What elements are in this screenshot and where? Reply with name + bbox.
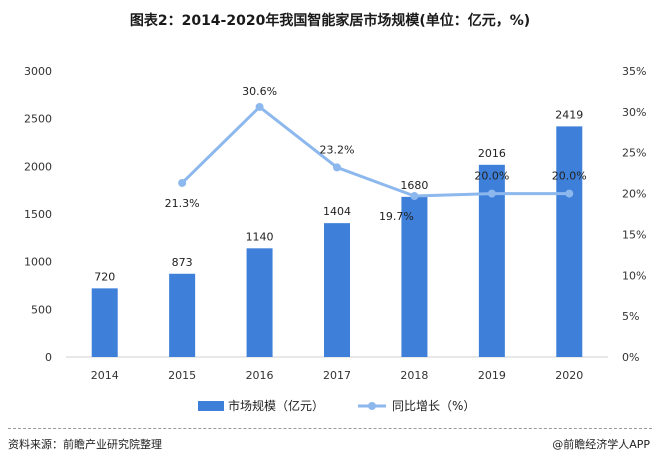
x-tick-label: 2015 xyxy=(168,369,196,382)
line-data-label: 20.0% xyxy=(552,170,587,183)
x-tick-label: 2017 xyxy=(323,369,351,382)
bar xyxy=(556,126,583,357)
x-tick-label: 2019 xyxy=(478,369,506,382)
growth-point xyxy=(487,189,496,198)
bar-data-label: 1140 xyxy=(246,230,274,243)
growth-point xyxy=(410,192,419,201)
growth-point xyxy=(178,178,187,187)
growth-point xyxy=(255,102,264,111)
x-tick-label: 2020 xyxy=(555,369,583,382)
line-data-label: 20.0% xyxy=(474,170,509,183)
bar xyxy=(91,288,118,357)
y-right-tick-label: 10% xyxy=(622,269,646,282)
line-data-label: 30.6% xyxy=(242,85,277,98)
bar-series xyxy=(91,126,583,357)
y-left-tick-label: 3000 xyxy=(24,65,52,78)
bar xyxy=(324,223,350,357)
y-right-tick-label: 5% xyxy=(622,310,639,323)
bar-data-label: 720 xyxy=(94,270,115,283)
x-tick-label: 2014 xyxy=(91,369,119,382)
y-right-tick-label: 25% xyxy=(622,147,646,160)
source-note: 资料来源：前瞻产业研究院整理 xyxy=(8,438,162,451)
legend-bar-swatch xyxy=(198,401,224,411)
data-labels: 720 873 1140 1404 1680 2016 2419 21.3% 30.6% 23.2… xyxy=(94,85,587,283)
x-tick-label: 2018 xyxy=(400,369,428,382)
y-right-tick-label: 30% xyxy=(622,106,646,119)
bar-data-label: 1680 xyxy=(400,179,428,192)
y-left-tick-label: 1500 xyxy=(24,208,52,221)
bar-data-label: 2419 xyxy=(555,108,583,121)
y-right-tick-label: 20% xyxy=(622,188,646,201)
growth-point xyxy=(333,163,341,172)
line-data-label: 21.3% xyxy=(165,197,200,210)
bar-data-label: 1404 xyxy=(323,205,351,218)
line-data-label: 23.2% xyxy=(320,143,355,156)
y-right-tick-label: 35% xyxy=(622,65,646,78)
credit-note: @前瞻经济学人APP xyxy=(552,438,650,451)
bar xyxy=(246,248,273,357)
line-data-label: 19.7% xyxy=(379,210,414,223)
y-left-tick-label: 2000 xyxy=(24,160,52,173)
legend-line-marker xyxy=(368,402,376,410)
x-tick-label: 2016 xyxy=(246,369,274,382)
y-left-tick-label: 2500 xyxy=(24,113,52,126)
legend-line-label: 同比增长（%） xyxy=(392,399,475,413)
chart-title: 图表2：2014-2020年我国智能家居市场规模(单位：亿元，%) xyxy=(129,13,531,29)
line-series xyxy=(178,102,574,201)
bar xyxy=(169,273,196,357)
axes: 0 500 1000 1500 2000 2500 3000 0% 5% 10% 15% 20% 25%… xyxy=(24,65,646,382)
bar-data-label: 2016 xyxy=(478,147,506,160)
y-left-tick-label: 0 xyxy=(45,351,52,364)
legend: 市场规模（亿元） 同比增长（%） xyxy=(198,398,475,413)
legend-bar-label: 市场规模（亿元） xyxy=(228,398,324,413)
y-right-tick-label: 0% xyxy=(622,351,639,364)
growth-line xyxy=(181,105,570,198)
footer-divider xyxy=(8,428,652,429)
y-right-tick-label: 15% xyxy=(622,228,646,241)
bar xyxy=(401,196,428,357)
growth-point xyxy=(565,189,574,198)
y-left-tick-label: 1000 xyxy=(24,256,52,269)
y-left-tick-label: 500 xyxy=(31,303,52,316)
bar-data-label: 873 xyxy=(172,256,193,269)
